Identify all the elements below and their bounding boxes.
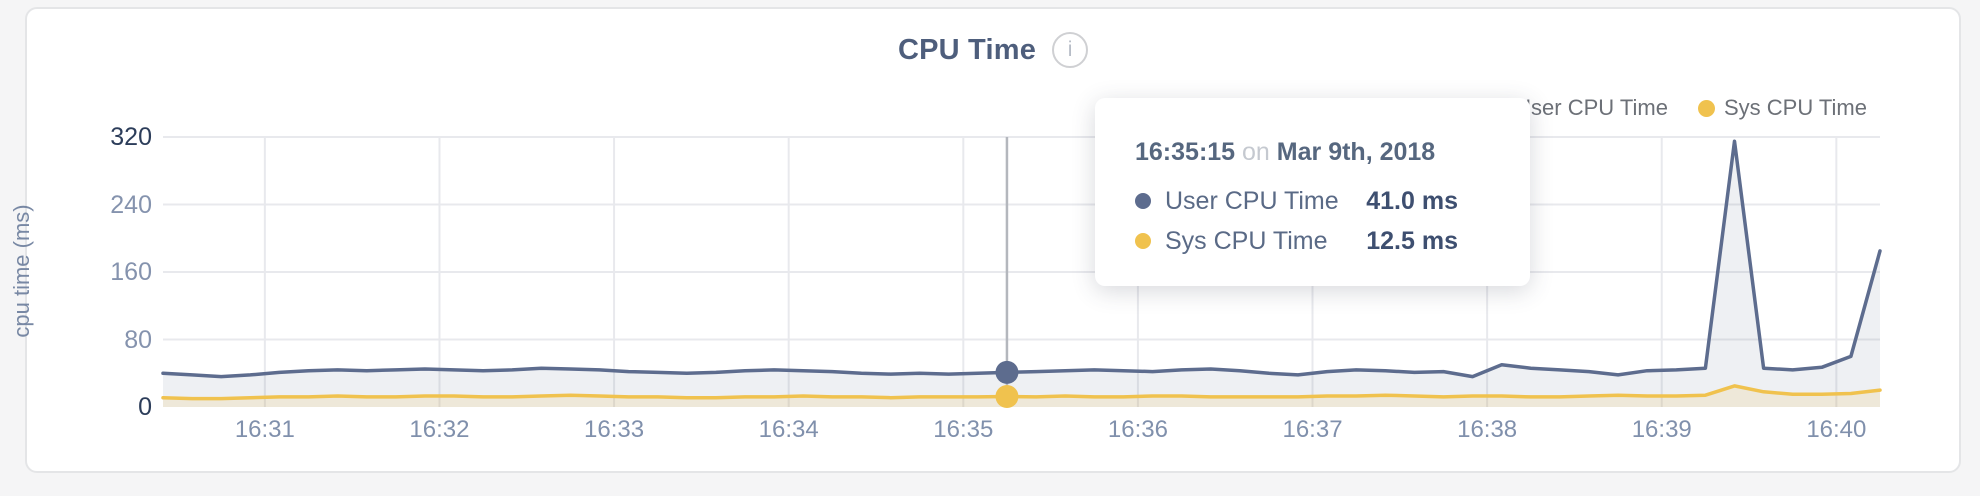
y-tick-label: 80	[124, 325, 152, 354]
x-axis-ticks: 16:31 16:32 16:33 16:34 16:35 16:36 16:37 16:38…	[163, 416, 1880, 448]
chart-canvas[interactable]	[161, 136, 1882, 408]
legend-item-sys-cpu-time[interactable]: Sys CPU Time	[1697, 95, 1867, 121]
chart-title: CPU Time	[897, 33, 1037, 66]
tooltip-series-label: Sys CPU Time	[1165, 226, 1328, 255]
tooltip-time: 16:35:15	[1135, 138, 1236, 166]
y-axis-ticks: 320 240 160 80 0	[42, 0, 152, 496]
tooltip-series-value: 12.5 ms	[1366, 226, 1458, 255]
series-line-user	[161, 139, 1882, 379]
legend-label: User CPU Time	[1515, 95, 1668, 120]
legend: User CPU Time Sys CPU Time	[1489, 95, 1867, 121]
y-axis-title: cpu time (ms)	[9, 204, 34, 338]
series-area-sys	[163, 385, 1880, 407]
tooltip-row-user: User CPU Time 41.0 ms	[1135, 181, 1458, 221]
x-tick-label: 16:34	[758, 416, 819, 443]
plot-area[interactable]	[161, 136, 1882, 408]
tooltip-series-label: User CPU Time	[1165, 186, 1339, 215]
tooltip-timestamp: 16:35:15 on Mar 9th, 2018	[1135, 138, 1458, 167]
tooltip-dot-user-icon	[1135, 193, 1151, 209]
hover-dot-sys	[995, 384, 1019, 408]
series-area-user	[163, 141, 1880, 407]
x-tick-label: 16:37	[1282, 416, 1343, 443]
chart-header: CPU Time i	[25, 28, 1961, 72]
info-icon[interactable]: i	[1052, 32, 1089, 68]
tooltip-row-sys: Sys CPU Time 12.5 ms	[1135, 221, 1458, 261]
y-tick-label: 0	[138, 393, 152, 421]
x-tick-label: 16:33	[584, 416, 645, 443]
x-tick-label: 16:31	[234, 416, 295, 443]
x-tick-label: 16:40	[1806, 416, 1867, 443]
x-tick-label: 16:35	[933, 416, 994, 443]
y-tick-label: 240	[110, 190, 152, 219]
x-tick-label: 16:32	[409, 416, 470, 443]
x-tick-label: 16:39	[1631, 416, 1692, 443]
series-line-sys	[161, 384, 1882, 401]
tooltip-series-value: 41.0 ms	[1366, 186, 1458, 215]
hover-tooltip: 16:35:15 on Mar 9th, 2018 User CPU Time …	[1095, 98, 1530, 286]
x-tick-label: 16:38	[1457, 416, 1518, 443]
tooltip-date: Mar 9th, 2018	[1276, 138, 1436, 166]
y-tick-label: 160	[110, 258, 152, 286]
legend-dot-sys-icon	[1697, 99, 1715, 117]
hover-dot-user	[995, 360, 1019, 384]
tooltip-on-word: on	[1242, 138, 1270, 166]
tooltip-dot-sys-icon	[1135, 233, 1151, 249]
legend-label: Sys CPU Time	[1723, 95, 1867, 120]
x-tick-label: 16:36	[1107, 416, 1168, 443]
y-tick-label: 320	[110, 123, 152, 151]
